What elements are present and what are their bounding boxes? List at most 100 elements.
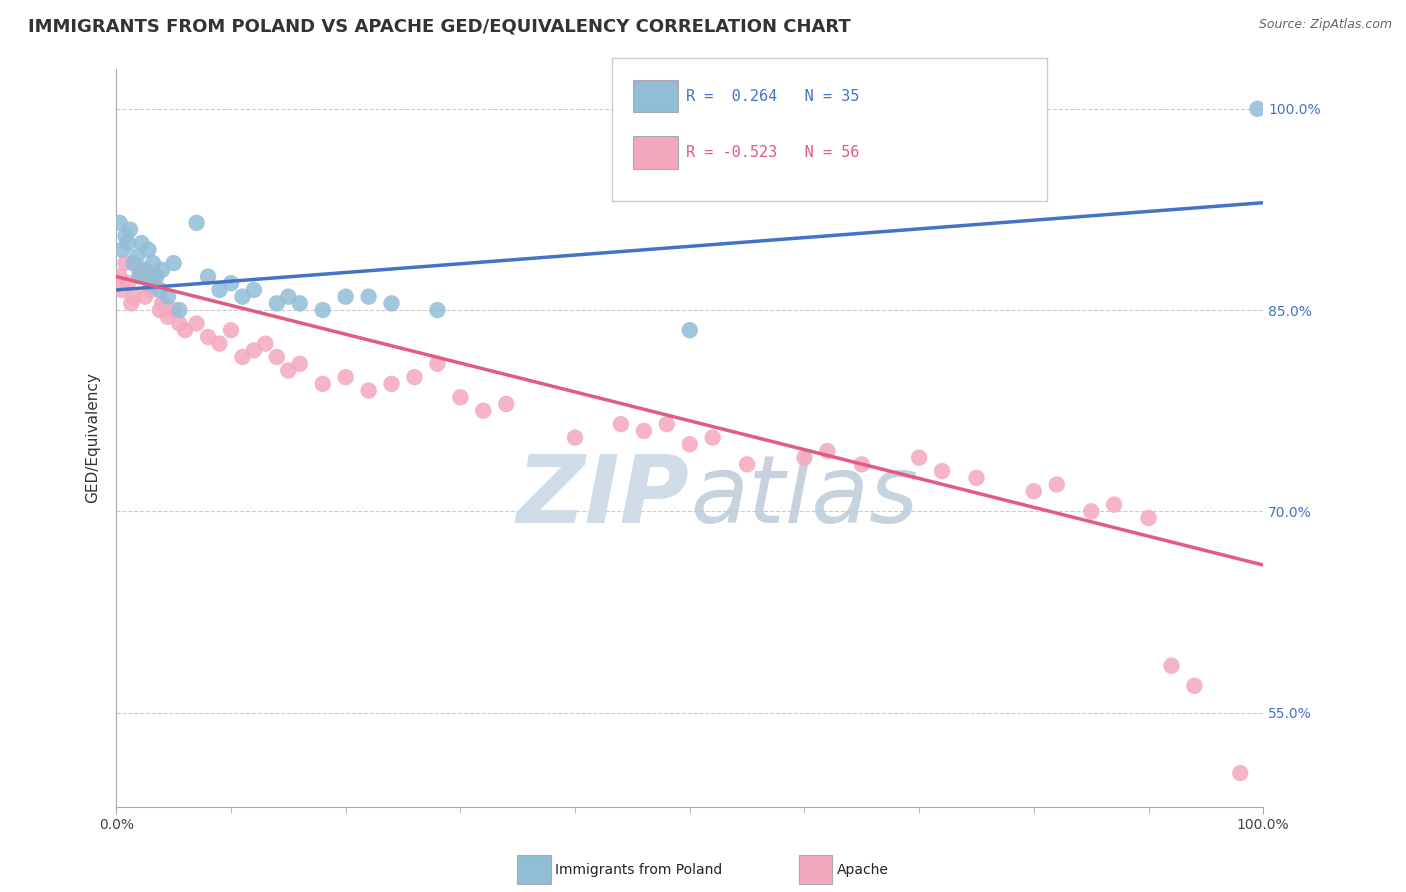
Point (145, 269, 167, 284)
Point (966, 471, 988, 485)
Point (288, 357, 311, 371)
Text: R = -0.523   N = 56: R = -0.523 N = 56 (686, 145, 859, 160)
Point (231, 290, 253, 304)
Point (1022, 484, 1045, 499)
Point (125, 249, 148, 263)
Point (186, 317, 208, 331)
Point (169, 317, 191, 331)
Point (266, 350, 288, 364)
Point (426, 357, 449, 371)
Point (149, 283, 172, 297)
Point (277, 363, 299, 377)
Point (357, 384, 380, 398)
Point (149, 303, 172, 318)
Point (139, 277, 162, 291)
Point (679, 437, 702, 451)
Point (1080, 504, 1102, 518)
Point (219, 277, 242, 291)
Text: Immigrants from Poland: Immigrants from Poland (555, 863, 723, 877)
Point (219, 323, 242, 337)
Point (1160, 658, 1182, 673)
Point (312, 376, 335, 391)
Point (404, 370, 426, 384)
Point (702, 431, 724, 445)
Point (335, 370, 357, 384)
Point (162, 256, 184, 270)
Point (142, 256, 165, 270)
Y-axis label: GED/Equivalency: GED/Equivalency (86, 372, 100, 503)
Point (931, 464, 953, 478)
Point (139, 283, 162, 297)
Point (114, 229, 136, 244)
Point (495, 397, 517, 411)
Point (815, 444, 838, 458)
Point (380, 296, 402, 310)
Text: R =  0.264   N = 35: R = 0.264 N = 35 (686, 89, 859, 103)
Point (150, 296, 173, 310)
Point (564, 431, 586, 445)
Point (131, 235, 153, 250)
Point (266, 296, 288, 310)
Point (1229, 766, 1251, 780)
Point (174, 323, 197, 337)
Point (312, 303, 335, 318)
Point (679, 323, 702, 337)
Point (156, 290, 179, 304)
Point (472, 403, 495, 417)
Point (851, 458, 873, 472)
Point (120, 296, 142, 310)
Point (169, 303, 191, 318)
Point (357, 290, 380, 304)
Point (449, 390, 471, 404)
Point (735, 458, 758, 472)
Text: ZIP: ZIP (517, 450, 690, 542)
Point (117, 235, 139, 250)
Point (122, 290, 145, 304)
Point (243, 283, 266, 297)
Point (231, 350, 253, 364)
Point (1184, 679, 1206, 693)
Point (134, 262, 156, 277)
Point (288, 296, 311, 310)
Point (610, 417, 633, 431)
Point (793, 450, 815, 465)
Point (150, 262, 173, 277)
Point (138, 243, 160, 257)
Point (633, 424, 655, 438)
Point (128, 262, 150, 277)
Point (1102, 498, 1125, 512)
Point (426, 303, 449, 318)
Point (254, 336, 277, 351)
Point (114, 256, 136, 270)
Point (208, 283, 231, 297)
Text: Source: ZipAtlas.com: Source: ZipAtlas.com (1258, 18, 1392, 31)
Point (117, 277, 139, 291)
Point (111, 283, 134, 297)
Point (197, 269, 219, 284)
Text: IMMIGRANTS FROM POLAND VS APACHE GED/EQUIVALENCY CORRELATION CHART: IMMIGRANTS FROM POLAND VS APACHE GED/EQU… (28, 18, 851, 36)
Point (1246, 102, 1268, 116)
Text: Apache: Apache (837, 863, 889, 877)
Point (243, 343, 266, 358)
Point (128, 269, 150, 284)
Point (118, 222, 141, 236)
Point (335, 290, 357, 304)
Point (108, 269, 131, 284)
Point (908, 450, 931, 465)
Point (162, 303, 184, 318)
Point (1046, 477, 1069, 491)
Point (131, 269, 153, 284)
Point (197, 330, 219, 344)
Point (655, 417, 678, 431)
Point (108, 216, 131, 230)
Point (380, 376, 402, 391)
Point (156, 310, 179, 324)
Point (134, 290, 156, 304)
Point (186, 216, 208, 230)
Point (111, 243, 134, 257)
Text: atlas: atlas (690, 451, 918, 542)
Point (143, 269, 166, 284)
Point (1137, 511, 1160, 525)
Point (277, 290, 299, 304)
Point (208, 336, 231, 351)
